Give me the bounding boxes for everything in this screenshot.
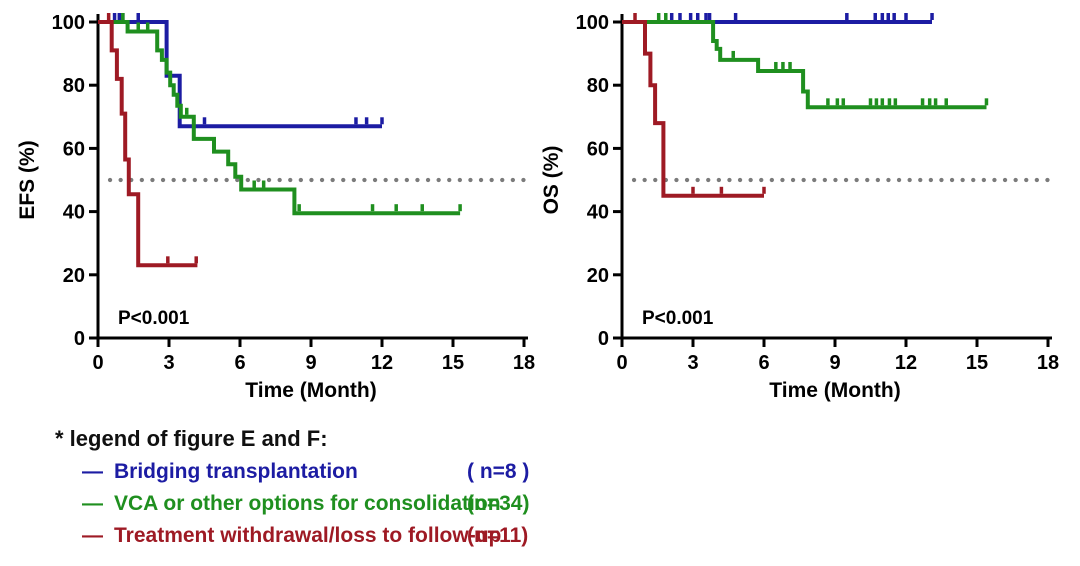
y-tick-label: 20 bbox=[587, 265, 609, 287]
legend-item-count: (n=11) bbox=[467, 524, 529, 547]
x-tick-label: 3 bbox=[687, 352, 698, 374]
y-tick-label: 80 bbox=[587, 75, 609, 97]
y-tick-label: 40 bbox=[63, 202, 85, 224]
legend-item-count: (n=34) bbox=[467, 492, 530, 515]
x-tick-label: 15 bbox=[442, 352, 464, 374]
axes bbox=[96, 14, 528, 340]
legend-item-label: Bridging transplantation bbox=[114, 460, 358, 483]
y-axis-title: OS (%) bbox=[540, 146, 563, 215]
axes bbox=[620, 14, 1052, 340]
p-value-annotation: P<0.001 bbox=[118, 308, 190, 329]
y-tick-label: 60 bbox=[587, 138, 609, 160]
x-tick-label: 12 bbox=[895, 352, 917, 374]
survival-curve bbox=[98, 20, 461, 216]
y-tick-label: 100 bbox=[576, 12, 609, 34]
y-tick-label: 80 bbox=[63, 75, 85, 97]
figure-legend: * legend of figure E and F: — Bridging tr… bbox=[30, 422, 650, 552]
os-survival-chart: 0 3 6 9 12 15 18 0 20 40 60 80 100 Time (Month) OS (%)… bbox=[540, 12, 1059, 402]
legend-item: — Treatment withdrawal/loss to follow-up(… bbox=[82, 520, 650, 552]
efs-survival-chart: 0 3 6 9 12 15 18 0 20 40 60 80 100 Time (Month) EFS (%… bbox=[16, 12, 535, 402]
legend-dash-icon: — bbox=[82, 524, 103, 547]
x-tick-label: 18 bbox=[513, 352, 535, 374]
x-tick-label: 15 bbox=[966, 352, 988, 374]
x-tick-label: 6 bbox=[234, 352, 245, 374]
p-value-annotation: P<0.001 bbox=[642, 308, 714, 329]
legend-item-count: ( n=8 ) bbox=[467, 460, 530, 483]
x-axis-title: Time (Month) bbox=[769, 379, 900, 402]
y-tick-label: 0 bbox=[74, 328, 85, 350]
y-tick-label: 60 bbox=[63, 138, 85, 160]
legend-item-label: VCA or other options for consolidation bbox=[114, 492, 501, 515]
survival-curve bbox=[98, 20, 382, 129]
y-axis-title: EFS (%) bbox=[16, 140, 39, 219]
x-tick-label: 0 bbox=[616, 352, 627, 374]
x-tick-label: 18 bbox=[1037, 352, 1059, 374]
x-axis-title: Time (Month) bbox=[245, 379, 376, 402]
x-tick-label: 3 bbox=[163, 352, 174, 374]
legend-dash-icon: — bbox=[82, 492, 103, 515]
legend-item: — VCA or other options for consolidation(… bbox=[82, 488, 650, 520]
x-tick-label: 6 bbox=[758, 352, 769, 374]
y-tick-label: 100 bbox=[52, 12, 85, 34]
y-tick-label: 0 bbox=[598, 328, 609, 350]
x-tick-label: 12 bbox=[371, 352, 393, 374]
survival-curve bbox=[622, 20, 764, 198]
legend-dash-icon: — bbox=[82, 460, 103, 483]
legend-item: — Bridging transplantation ( n=8 ) bbox=[82, 456, 650, 488]
legend-item-label: Treatment withdrawal/loss to follow-up bbox=[114, 524, 502, 547]
survival-curve bbox=[98, 20, 198, 268]
x-tick-label: 9 bbox=[305, 352, 316, 374]
x-tick-label: 0 bbox=[92, 352, 103, 374]
legend-rows: — Bridging transplantation ( n=8 ) — VCA or … bbox=[30, 456, 650, 552]
x-tick-label: 9 bbox=[829, 352, 840, 374]
y-tick-label: 20 bbox=[63, 265, 85, 287]
y-tick-label: 40 bbox=[587, 202, 609, 224]
survival-curve bbox=[622, 20, 987, 110]
legend-header: * legend of figure E and F: bbox=[55, 426, 328, 451]
